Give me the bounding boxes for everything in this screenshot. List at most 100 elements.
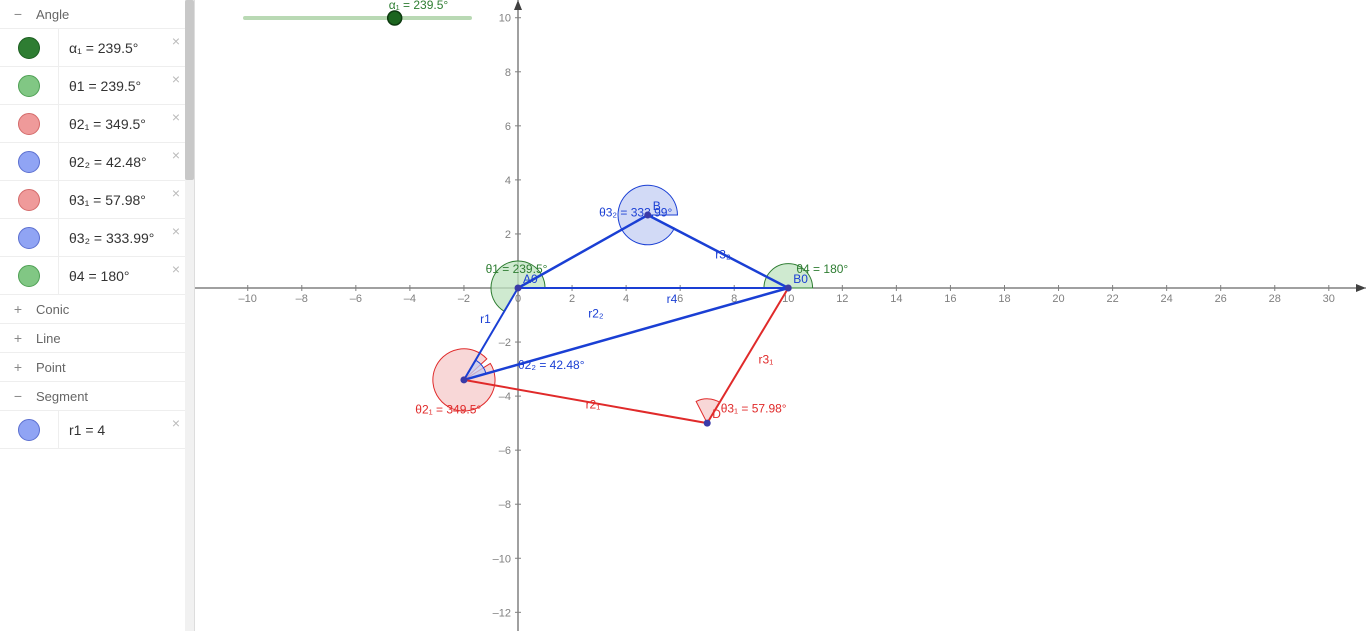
point[interactable] xyxy=(704,420,711,427)
x-axis-arrow-icon xyxy=(1356,284,1366,292)
visibility-swatch[interactable] xyxy=(0,189,58,211)
sidebar-scrollbar-thumb[interactable] xyxy=(185,0,194,180)
y-tick-label: 4 xyxy=(505,175,511,187)
visibility-swatch[interactable] xyxy=(0,37,58,59)
x-tick-label: 4 xyxy=(623,293,629,305)
close-icon[interactable]: × xyxy=(172,185,180,201)
algebra-item[interactable]: r1 = 4× xyxy=(0,411,194,449)
segment-label: r3₁ xyxy=(759,353,774,367)
x-tick-label: –2 xyxy=(458,293,470,305)
graphics-view[interactable]: –10–8–6–4–2024681012141618202224262830–1… xyxy=(195,0,1366,631)
plus-icon[interactable]: + xyxy=(10,330,26,346)
x-tick-label: 16 xyxy=(944,293,956,305)
x-tick-label: 22 xyxy=(1106,293,1118,305)
section-label: Line xyxy=(36,331,184,346)
swatch-circle-icon xyxy=(18,75,40,97)
y-tick-label: 8 xyxy=(505,67,511,79)
visibility-swatch[interactable] xyxy=(0,75,58,97)
swatch-circle-icon xyxy=(18,37,40,59)
section-header-angle[interactable]: −Angle xyxy=(0,0,194,29)
minus-icon[interactable]: − xyxy=(10,388,26,404)
visibility-swatch[interactable] xyxy=(0,113,58,135)
segment-label: r1 xyxy=(480,312,491,326)
visibility-swatch[interactable] xyxy=(0,151,58,173)
angle-label: θ3₂ = 333.99° xyxy=(599,205,672,219)
x-tick-label: –4 xyxy=(404,293,416,305)
close-icon[interactable]: × xyxy=(172,71,180,87)
y-tick-label: 2 xyxy=(505,229,511,241)
x-tick-label: 14 xyxy=(890,293,902,305)
y-tick-label: –8 xyxy=(499,499,511,511)
section-label: Conic xyxy=(36,302,184,317)
segment-label: r4 xyxy=(667,292,678,306)
section-label: Point xyxy=(36,360,184,375)
section-header-segment[interactable]: −Segment xyxy=(0,382,194,411)
minus-icon[interactable]: − xyxy=(10,6,26,22)
point[interactable] xyxy=(644,212,651,219)
x-tick-label: 28 xyxy=(1269,293,1281,305)
section-header-line[interactable]: + Line xyxy=(0,324,194,353)
y-tick-label: 10 xyxy=(499,13,511,25)
visibility-swatch[interactable] xyxy=(0,265,58,287)
plus-icon[interactable]: + xyxy=(10,359,26,375)
point-label: B0 xyxy=(793,272,808,286)
angle-label: θ2₂ = 42.48° xyxy=(518,358,585,372)
y-tick-label: –12 xyxy=(493,607,511,619)
slider-knob[interactable] xyxy=(388,11,402,25)
y-tick-label: –4 xyxy=(499,391,511,403)
x-tick-label: 24 xyxy=(1161,293,1173,305)
plus-icon[interactable]: + xyxy=(10,301,26,317)
x-tick-label: 0 xyxy=(515,293,521,305)
x-tick-label: 26 xyxy=(1215,293,1227,305)
point-label: D xyxy=(712,407,721,421)
swatch-circle-icon xyxy=(18,227,40,249)
section-label: Angle xyxy=(36,7,184,22)
close-icon[interactable]: × xyxy=(172,109,180,125)
point-label: A0 xyxy=(523,272,538,286)
point[interactable] xyxy=(460,376,467,383)
section-header-conic[interactable]: + Conic xyxy=(0,295,194,324)
x-tick-label: 2 xyxy=(569,293,575,305)
swatch-circle-icon xyxy=(18,151,40,173)
y-tick-label: –2 xyxy=(499,337,511,349)
x-tick-label: –10 xyxy=(239,293,257,305)
angle-label: θ2₁ = 349.5° xyxy=(415,403,481,417)
y-tick-label: –6 xyxy=(499,445,511,457)
algebra-item[interactable]: θ3₁ = 57.98°× xyxy=(0,181,194,219)
x-tick-label: 6 xyxy=(677,293,683,305)
angle-label: θ1 = 239.5° xyxy=(486,262,548,276)
visibility-swatch[interactable] xyxy=(0,419,58,441)
algebra-item[interactable]: α₁ = 239.5°× xyxy=(0,29,194,67)
algebra-item[interactable]: θ2₁ = 349.5°× xyxy=(0,105,194,143)
close-icon[interactable]: × xyxy=(172,261,180,277)
visibility-swatch[interactable] xyxy=(0,227,58,249)
section-label: Segment xyxy=(36,389,184,404)
close-icon[interactable]: × xyxy=(172,147,180,163)
segment-label: r3₂ xyxy=(715,247,731,261)
point-label: B xyxy=(653,199,661,213)
algebra-item[interactable]: θ4 = 180°× xyxy=(0,257,194,295)
swatch-circle-icon xyxy=(18,265,40,287)
x-tick-label: 20 xyxy=(1052,293,1064,305)
swatch-circle-icon xyxy=(18,113,40,135)
algebra-sidebar: −Angleα₁ = 239.5°×θ1 = 239.5°×θ2₁ = 349.… xyxy=(0,0,195,631)
algebra-item[interactable]: θ2₂ = 42.48°× xyxy=(0,143,194,181)
segment-label: r2₂ xyxy=(588,307,604,321)
point[interactable] xyxy=(785,285,792,292)
close-icon[interactable]: × xyxy=(172,415,180,431)
sidebar-scroll[interactable]: −Angleα₁ = 239.5°×θ1 = 239.5°×θ2₁ = 349.… xyxy=(0,0,194,631)
section-header-point[interactable]: + Point xyxy=(0,353,194,382)
x-tick-label: 30 xyxy=(1323,293,1335,305)
segment-label: r2₁ xyxy=(586,397,601,411)
close-icon[interactable]: × xyxy=(172,33,180,49)
slider-label: α₁ = 239.5° xyxy=(389,0,449,12)
x-tick-label: –8 xyxy=(296,293,308,305)
algebra-item[interactable]: θ1 = 239.5°× xyxy=(0,67,194,105)
y-tick-label: –10 xyxy=(493,553,511,565)
algebra-item[interactable]: θ3₂ = 333.99°× xyxy=(0,219,194,257)
point[interactable] xyxy=(515,285,522,292)
y-tick-label: 6 xyxy=(505,121,511,133)
sidebar-scrollbar-track[interactable] xyxy=(185,0,194,631)
swatch-circle-icon xyxy=(18,419,40,441)
close-icon[interactable]: × xyxy=(172,223,180,239)
